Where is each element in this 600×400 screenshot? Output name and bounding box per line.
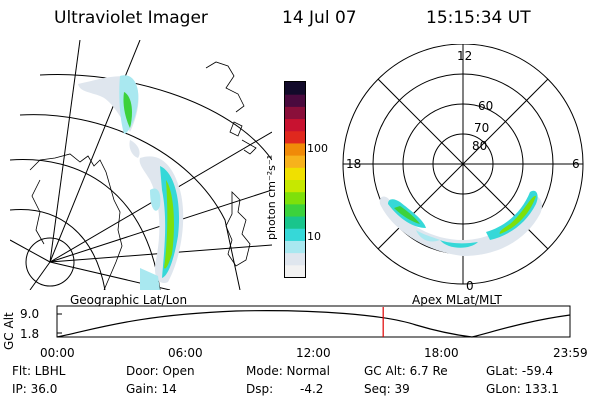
polar-mlt-plot: 12 18 6 0 60 70 80 [342, 44, 584, 292]
colorbar-stripe [285, 167, 305, 180]
colorbar-stripe [285, 203, 305, 217]
geographic-map-panel [10, 40, 272, 290]
glon-value: GLon: 133.1 [486, 382, 559, 396]
colorbar-tick-100: 100 [307, 142, 328, 155]
gc-alt-value: GC Alt: 6.7 Re [364, 364, 448, 378]
right-panel-label: Apex MLat/MLT [412, 293, 502, 307]
orbit-ytick-max: 9.0 [20, 307, 40, 321]
aurora-emission-left [78, 75, 184, 290]
colorbar-stripe [285, 228, 305, 241]
orbit-ticks [57, 313, 62, 334]
colorbar-gradient [285, 82, 305, 278]
colorbar-stripe [285, 118, 305, 132]
colorbar-stripe [285, 191, 305, 205]
observation-date: 14 Jul 07 [282, 8, 357, 28]
colorbar-tick-10: 10 [307, 230, 321, 243]
colorbar-stripe [285, 82, 305, 95]
coastlines [29, 61, 257, 290]
colorbar-stripe [285, 252, 305, 266]
ip-value: IP: 36.0 [12, 382, 58, 396]
orbit-altitude-curve [56, 310, 571, 338]
dsp-label: Dsp: [246, 382, 274, 396]
colorbar-stripe [285, 179, 305, 193]
mlat-label-70: 70 [474, 121, 489, 135]
orbit-ylabel: GC Alt [2, 312, 16, 350]
glat-value: GLat: -59.4 [486, 364, 553, 378]
orbit-xtick-0000: 00:00 [40, 346, 75, 360]
colorbar-unit-label: photon cm⁻²s⁻¹ [265, 154, 278, 240]
instrument-title: Ultraviolet Imager [54, 8, 208, 28]
colorbar-stripe [285, 142, 305, 156]
orbit-xtick-0600: 06:00 [168, 346, 203, 360]
colorbar-stripe [285, 155, 305, 168]
mlat-label-60: 60 [478, 99, 493, 113]
seq-value: Seq: 39 [364, 382, 410, 396]
mlt-label-18: 18 [346, 157, 361, 171]
mlat-label-80: 80 [472, 139, 487, 153]
aurora-emission-right [379, 190, 543, 256]
orbit-plot-frame [56, 305, 571, 338]
mlt-label-12: 12 [457, 49, 472, 63]
orbit-altitude-plot [56, 305, 571, 338]
dsp-value: -4.2 [300, 382, 324, 396]
door-status: Door: Open [126, 364, 195, 378]
mode-status: Mode: Normal [246, 364, 330, 378]
colorbar-stripe [285, 216, 305, 229]
filter-value: Flt: LBHL [12, 364, 66, 378]
colorbar [284, 81, 306, 278]
colorbar-stripe [285, 130, 305, 144]
mlt-label-0: 0 [466, 279, 474, 292]
orbit-xtick-1200: 12:00 [296, 346, 331, 360]
orbit-xtick-1800: 18:00 [424, 346, 459, 360]
colorbar-stripe [285, 240, 305, 254]
mlt-label-6: 6 [572, 157, 580, 171]
observation-time: 15:15:34 UT [426, 8, 531, 28]
orbit-ytick-min: 1.8 [20, 327, 40, 341]
colorbar-stripe [285, 264, 305, 278]
colorbar-stripe [285, 94, 305, 107]
left-panel-label: Geographic Lat/Lon [70, 293, 188, 307]
orbit-xtick-2359: 23:59 [553, 346, 588, 360]
colorbar-stripe [285, 106, 305, 120]
gain-value: Gain: 14 [126, 382, 177, 396]
